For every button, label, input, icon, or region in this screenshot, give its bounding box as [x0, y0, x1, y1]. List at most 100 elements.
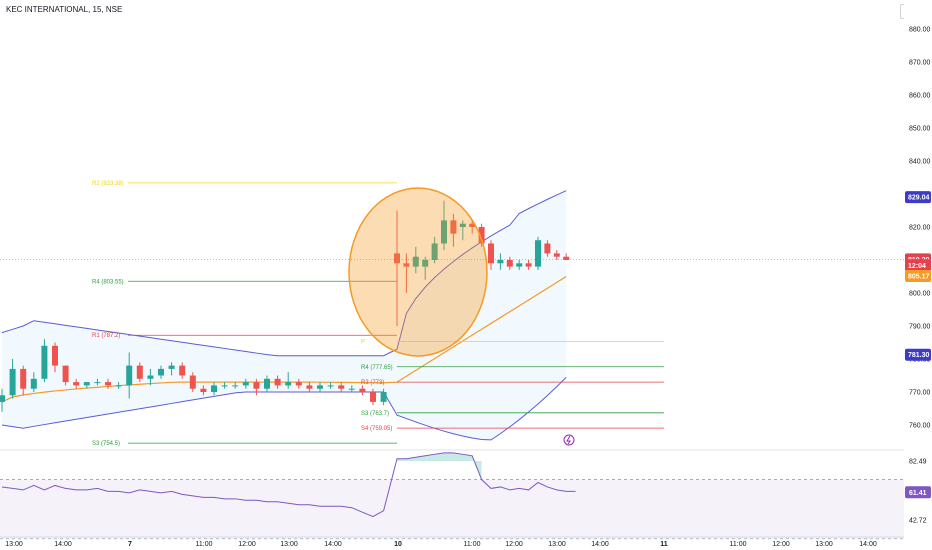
candle-body	[488, 243, 494, 264]
pivot-label: R3 (773)	[361, 380, 384, 386]
candle-body	[459, 223, 466, 227]
price-tag-label: 781.30	[908, 352, 930, 359]
price-tag-bg	[905, 348, 931, 361]
band-lower-line	[1, 376, 567, 441]
candle-body	[380, 392, 387, 402]
pivot-label: S3 (754.5)	[92, 441, 120, 447]
pivot-label: R2 (833.38)	[92, 181, 124, 187]
time-tick-label: 11:00	[730, 541, 747, 548]
candle-body	[450, 220, 457, 234]
rsi-line	[1, 452, 576, 518]
candle-body	[200, 388, 207, 392]
candle-body	[469, 223, 476, 227]
candle-body	[242, 382, 249, 386]
chart-title: KEC INTERNATIONAL, 15, NSE	[6, 5, 123, 14]
candle-body	[253, 382, 260, 389]
price-tag-label: 805.17	[908, 273, 930, 280]
alert-icon[interactable]	[563, 434, 575, 446]
candle-body	[441, 220, 447, 244]
candle-body	[403, 263, 410, 267]
time-tick-label: 14:00	[591, 541, 609, 548]
pivot-label: R4 (777.65)	[361, 365, 393, 371]
rsi-tick-label: 42.72	[909, 518, 927, 525]
candle-body	[115, 385, 122, 387]
candle-body	[264, 378, 270, 389]
candle-body	[41, 345, 48, 379]
rsi-tick-label: 82.49	[909, 459, 927, 466]
candle-body	[62, 365, 69, 383]
candle-body	[73, 382, 80, 386]
price-tick-label: 800.00	[909, 291, 931, 298]
candle-body	[168, 365, 175, 369]
candle-body	[370, 392, 376, 402]
time-tick-label: 12:00	[772, 541, 790, 548]
price-tick-label: 840.00	[909, 159, 931, 166]
candle-body	[317, 385, 323, 389]
candle-body	[274, 378, 281, 386]
time-tick-label: 7	[128, 541, 132, 548]
candle-body	[189, 375, 196, 389]
candle-body	[506, 260, 513, 267]
price-tag-bg	[905, 191, 931, 204]
pivot-levels: R2 (833.38) R4 (803.55) R1 (787.2) P R4 (777…	[92, 181, 664, 447]
candle-body	[221, 385, 228, 387]
time-axis-labels: 13:00 14:00 7 11:00 12:00 13:00 14:00 10 11:00 12…	[5, 541, 877, 548]
price-tick-label: 770.00	[909, 390, 931, 397]
band-basis-line	[1, 275, 567, 403]
time-tick-label: 10	[394, 541, 402, 548]
candle-body	[20, 368, 27, 389]
pivot-label: R4 (803.55)	[92, 279, 124, 285]
candle-body	[179, 365, 186, 376]
rsi-value-tag: 61.41	[909, 490, 927, 497]
time-tick-label: 13:00	[815, 541, 833, 548]
candle-body	[306, 385, 313, 389]
candle-body	[327, 385, 334, 387]
highlight-circle	[348, 187, 488, 357]
rsi-value-tag-bg	[905, 486, 931, 499]
candle-body	[9, 368, 16, 396]
time-tick-label: 12:00	[238, 541, 256, 548]
candle-body	[338, 385, 345, 389]
time-tick-label: 12:00	[505, 541, 523, 548]
candle-body	[232, 385, 239, 387]
candle-body	[544, 243, 551, 254]
candle-body	[295, 382, 302, 386]
candles	[0, 200, 570, 412]
time-tick-label: 14:00	[54, 541, 72, 548]
pivot-label: P	[361, 340, 365, 346]
price-tick-label: 860.00	[909, 93, 931, 100]
price-tick-label: 790.00	[909, 324, 931, 331]
pivot-label: R1 (787.2)	[92, 333, 120, 339]
candle-body	[158, 368, 164, 376]
price-tag-label: 829.04	[908, 195, 930, 202]
pivot-label: S3 (763.7)	[361, 411, 389, 417]
candle-body	[348, 388, 355, 390]
time-tick-label: 11:00	[196, 541, 213, 548]
price-tick-label: 880.00	[909, 27, 931, 34]
candle-body	[83, 382, 90, 386]
price-tag-bg	[905, 269, 931, 282]
time-tick-label: 13:00	[280, 541, 298, 548]
price-tag-bg	[905, 259, 931, 272]
candle-body	[211, 385, 217, 392]
candle-body	[30, 378, 37, 389]
band-fill	[2, 190, 567, 440]
pivot-label: S4 (759.05)	[361, 426, 392, 432]
candle-body	[497, 260, 504, 264]
candle-body	[147, 375, 154, 379]
time-tick-label: 14:00	[859, 541, 877, 548]
candle-body	[525, 263, 532, 267]
candle-body	[431, 243, 438, 260]
candle-body	[136, 365, 143, 379]
candle-body	[563, 256, 570, 260]
candle-body	[52, 345, 58, 366]
candle-body	[0, 395, 5, 402]
price-tick-label: 820.00	[909, 225, 931, 232]
candle-body	[422, 260, 429, 267]
candle-body	[94, 382, 101, 384]
price-tag-label: 12:04	[908, 263, 926, 270]
time-tick-label: 13:00	[5, 541, 23, 548]
candle-body	[126, 365, 133, 386]
